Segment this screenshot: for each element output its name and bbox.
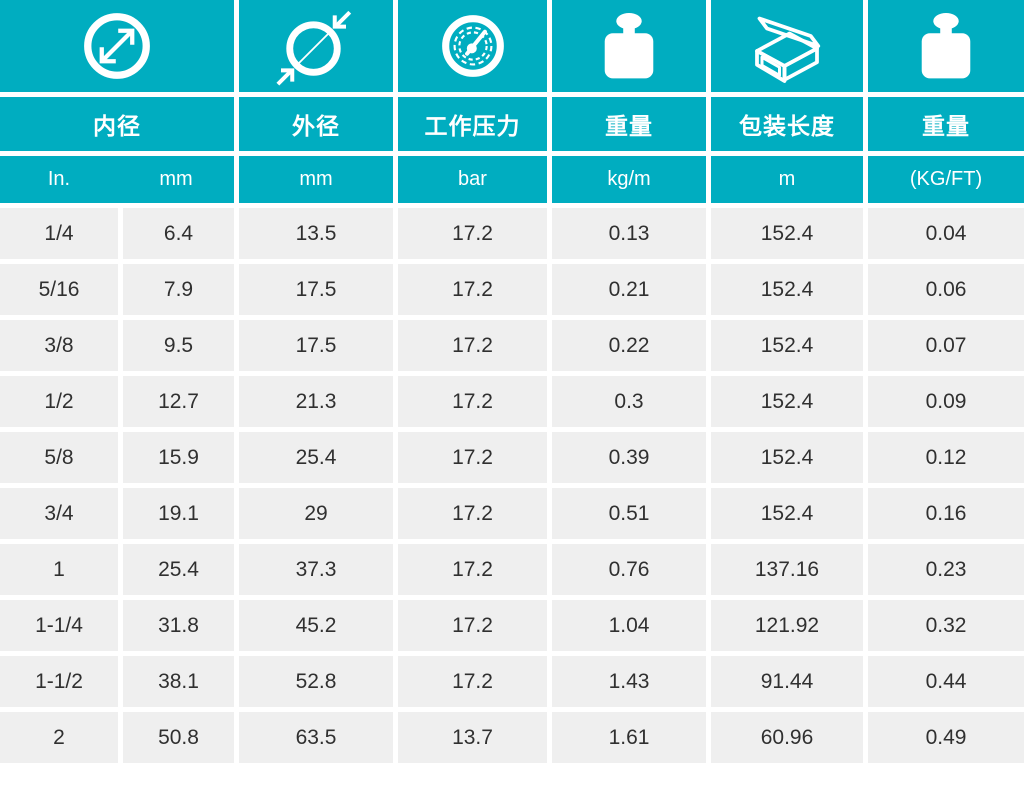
unit-label-bar: bar [398, 156, 547, 203]
table-cell-r8-c5: 1.04 [552, 600, 706, 651]
table-cell-r4-c7: 0.09 [868, 376, 1024, 427]
table-cell-r2-c3: 17.5 [239, 264, 393, 315]
table-cell-r7-c2: 25.4 [123, 544, 234, 595]
unit-label-od-mm: mm [239, 156, 393, 203]
col-group-inner-diameter: 内径 [0, 97, 234, 151]
table-cell-r5-c5: 0.39 [552, 432, 706, 483]
table-cell-r5-c4: 17.2 [398, 432, 547, 483]
table-cell-r5-c1: 5/8 [0, 432, 118, 483]
table-cell-r5-c7: 0.12 [868, 432, 1024, 483]
table-cell-r3-c4: 17.2 [398, 320, 547, 371]
weight-icon [921, 13, 971, 79]
table-cell-r10-c5: 1.61 [552, 712, 706, 763]
weight-icon [604, 13, 654, 79]
table-cell-r9-c1: 1-1/2 [0, 656, 118, 707]
table-cell-r7-c5: 0.76 [552, 544, 706, 595]
table-cell-r10-c3: 63.5 [239, 712, 393, 763]
package-box-icon-cell [711, 0, 863, 92]
table-cell-r4-c5: 0.3 [552, 376, 706, 427]
table-cell-r8-c4: 17.2 [398, 600, 547, 651]
table-cell-r2-c1: 5/16 [0, 264, 118, 315]
table-cell-r8-c2: 31.8 [123, 600, 234, 651]
table-cell-r10-c1: 2 [0, 712, 118, 763]
table-cell-r6-c2: 19.1 [123, 488, 234, 539]
table-cell-r7-c3: 37.3 [239, 544, 393, 595]
table-cell-r3-c6: 152.4 [711, 320, 863, 371]
spec-table: 内径 外径 工作压力 重量 包装长度 重量 In. mm mm bar kg/m… [0, 0, 1024, 763]
col-group-package-length: 包装长度 [711, 97, 863, 151]
table-cell-r3-c3: 17.5 [239, 320, 393, 371]
table-cell-r8-c6: 121.92 [711, 600, 863, 651]
outer-diameter-icon-cell [239, 0, 393, 92]
table-cell-r3-c7: 0.07 [868, 320, 1024, 371]
units-inner-diameter: In. mm [0, 156, 234, 203]
inner-diameter-icon [84, 13, 150, 79]
table-cell-r5-c2: 15.9 [123, 432, 234, 483]
table-cell-r9-c3: 52.8 [239, 656, 393, 707]
table-cell-r1-c2: 6.4 [123, 208, 234, 259]
table-cell-r7-c1: 1 [0, 544, 118, 595]
table-cell-r4-c1: 1/2 [0, 376, 118, 427]
unit-label-kg-m: kg/m [552, 156, 706, 203]
table-cell-r7-c6: 137.16 [711, 544, 863, 595]
table-cell-r2-c6: 152.4 [711, 264, 863, 315]
table-cell-r8-c1: 1-1/4 [0, 600, 118, 651]
table-cell-r2-c2: 7.9 [123, 264, 234, 315]
inner-diameter-icon-cell [0, 0, 234, 92]
table-cell-r10-c4: 13.7 [398, 712, 547, 763]
table-cell-r7-c4: 17.2 [398, 544, 547, 595]
table-cell-r6-c1: 3/4 [0, 488, 118, 539]
table-cell-r1-c7: 0.04 [868, 208, 1024, 259]
pressure-gauge-icon-cell [398, 0, 547, 92]
unit-label-kg-ft: (KG/FT) [868, 156, 1024, 203]
table-cell-r3-c2: 9.5 [123, 320, 234, 371]
table-cell-r8-c7: 0.32 [868, 600, 1024, 651]
weight-icon-cell-2 [868, 0, 1024, 92]
package-box-icon [755, 16, 821, 83]
table-cell-r2-c5: 0.21 [552, 264, 706, 315]
table-cell-r6-c5: 0.51 [552, 488, 706, 539]
unit-label-mm: mm [159, 168, 193, 190]
outer-diameter-icon [276, 10, 352, 86]
table-cell-r10-c6: 60.96 [711, 712, 863, 763]
table-cell-r4-c4: 17.2 [398, 376, 547, 427]
col-group-working-pressure: 工作压力 [398, 97, 547, 151]
table-cell-r10-c7: 0.49 [868, 712, 1024, 763]
table-cell-r6-c7: 0.16 [868, 488, 1024, 539]
table-cell-r2-c7: 0.06 [868, 264, 1024, 315]
table-cell-r1-c3: 13.5 [239, 208, 393, 259]
table-cell-r4-c6: 152.4 [711, 376, 863, 427]
table-cell-r1-c6: 152.4 [711, 208, 863, 259]
table-cell-r9-c4: 17.2 [398, 656, 547, 707]
table-cell-r4-c3: 21.3 [239, 376, 393, 427]
table-cell-r10-c2: 50.8 [123, 712, 234, 763]
table-cell-r6-c4: 17.2 [398, 488, 547, 539]
table-cell-r1-c5: 0.13 [552, 208, 706, 259]
table-cell-r3-c1: 3/8 [0, 320, 118, 371]
table-cell-r1-c4: 17.2 [398, 208, 547, 259]
col-group-weight-metric: 重量 [552, 97, 706, 151]
table-cell-r4-c2: 12.7 [123, 376, 234, 427]
table-cell-r5-c3: 25.4 [239, 432, 393, 483]
table-cell-r7-c7: 0.23 [868, 544, 1024, 595]
table-cell-r9-c2: 38.1 [123, 656, 234, 707]
table-cell-r9-c7: 0.44 [868, 656, 1024, 707]
table-cell-r6-c3: 29 [239, 488, 393, 539]
table-cell-r6-c6: 152.4 [711, 488, 863, 539]
table-cell-r3-c5: 0.22 [552, 320, 706, 371]
table-cell-r9-c6: 91.44 [711, 656, 863, 707]
table-cell-r5-c6: 152.4 [711, 432, 863, 483]
table-cell-r9-c5: 1.43 [552, 656, 706, 707]
pressure-gauge-icon [441, 15, 504, 77]
table-cell-r1-c1: 1/4 [0, 208, 118, 259]
unit-label-m: m [711, 156, 863, 203]
table-cell-r8-c3: 45.2 [239, 600, 393, 651]
table-cell-r2-c4: 17.2 [398, 264, 547, 315]
col-group-outer-diameter: 外径 [239, 97, 393, 151]
unit-label-in: In. [47, 168, 71, 190]
col-group-weight-imperial: 重量 [868, 97, 1024, 151]
weight-icon-cell-1 [552, 0, 706, 92]
